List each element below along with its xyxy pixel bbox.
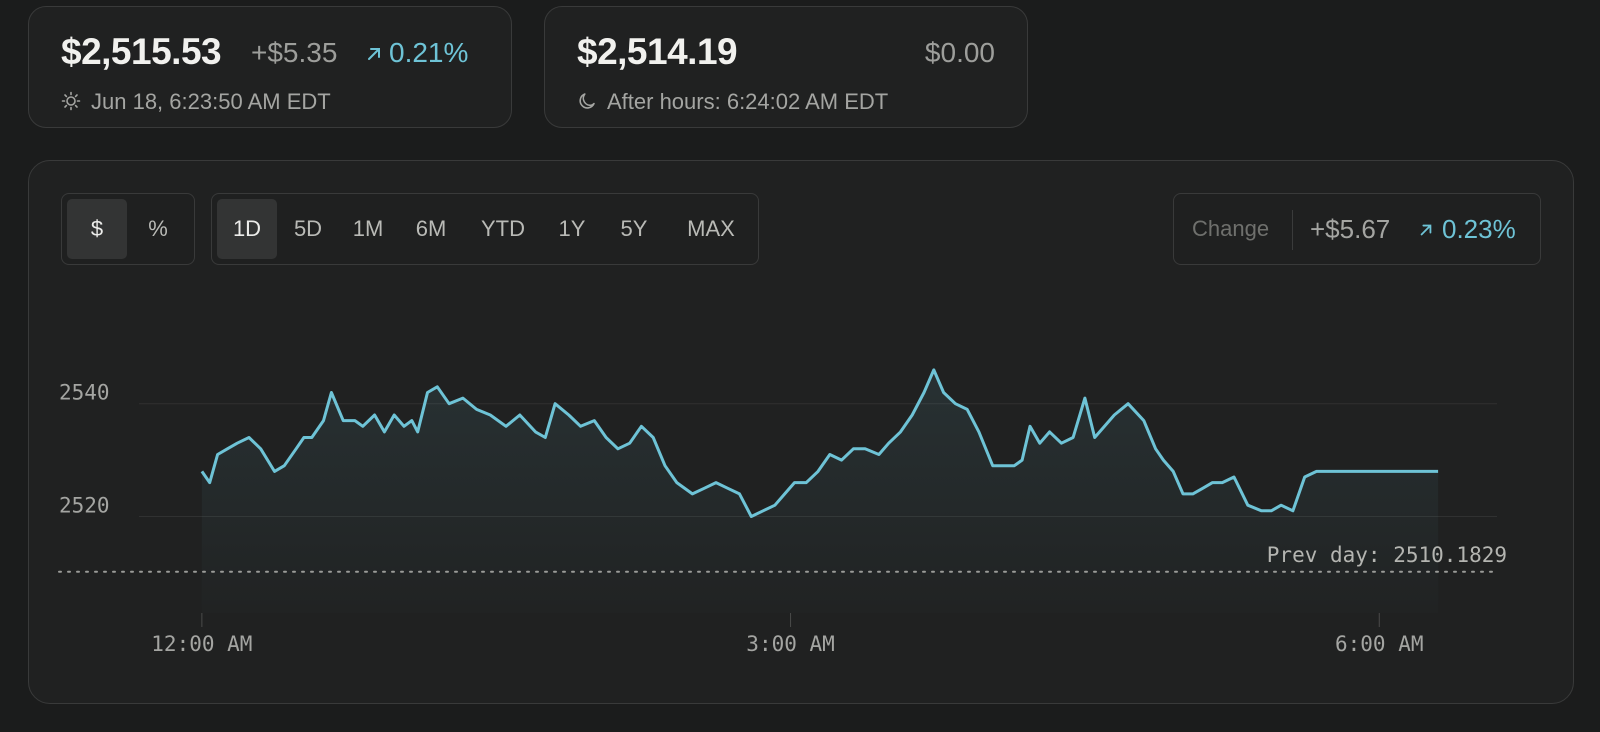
unit-toggle: $ % (61, 193, 195, 265)
range-ytd-button[interactable]: YTD (481, 216, 525, 241)
unit-percent-button[interactable]: % (148, 216, 168, 241)
quote-timestamp: Jun 18, 6:23:50 AM EDT (91, 89, 331, 114)
price-line (200, 368, 1439, 518)
change-label: Change (1192, 216, 1270, 241)
after-hours-price: $2,514.19 (577, 31, 738, 72)
chart-card: Prev day: 2510.1829 2540 2520 12:00 AM 3:0… (28, 160, 1574, 704)
y-tick-label: 2540 (59, 381, 110, 405)
x-tick-label: 6:00 AM (1335, 632, 1424, 656)
y-tick-label: 2520 (59, 493, 110, 517)
range-max-button[interactable]: MAX (687, 216, 735, 241)
after-hours-change: $0.00 (924, 37, 995, 68)
after-hours-card: $2,514.19 $0.00 After hours: 6:24:02 AM … (544, 6, 1028, 128)
after-hours-label: After hours: 6:24:02 AM EDT (607, 89, 889, 114)
price-change-percent: 0.21% (389, 37, 469, 68)
range-1y-button[interactable]: 1Y (558, 216, 586, 241)
arrow-up-right-icon (368, 48, 380, 60)
change-divider (1292, 210, 1293, 250)
range-5d-button[interactable]: 5D (293, 216, 323, 241)
range-6m-button[interactable]: 6M (415, 216, 447, 241)
price-area-fill (201, 369, 1439, 613)
prev-close-label: Prev day: 2510.1829 (1267, 543, 1507, 567)
range-selector: 1D 5D 1M 6M YTD 1Y 5Y MAX (211, 193, 759, 265)
range-1d-button[interactable]: 1D (217, 199, 277, 259)
quote-card: $2,515.53 +$5.35 0.21% Jun 18, 6:23:50 A… (28, 6, 512, 128)
price-chart: Prev day: 2510.1829 2540 2520 12:00 AM 3:0… (58, 368, 1507, 656)
moon-icon (579, 93, 595, 109)
price-change: +$5.35 (251, 37, 338, 68)
current-price: $2,515.53 (61, 31, 222, 72)
x-tick-label: 3:00 AM (746, 632, 835, 656)
arrow-up-right-icon (1420, 224, 1432, 236)
change-percent: 0.23% (1442, 214, 1516, 244)
x-tick-label: 12:00 AM (151, 632, 252, 656)
range-5y-button[interactable]: 5Y (620, 216, 648, 241)
range-1m-button[interactable]: 1M (352, 216, 384, 241)
change-summary: Change +$5.67 0.23% (1173, 193, 1541, 265)
change-value: +$5.67 (1310, 214, 1391, 244)
unit-dollar-button[interactable]: $ (67, 199, 127, 259)
sun-icon (61, 91, 81, 111)
